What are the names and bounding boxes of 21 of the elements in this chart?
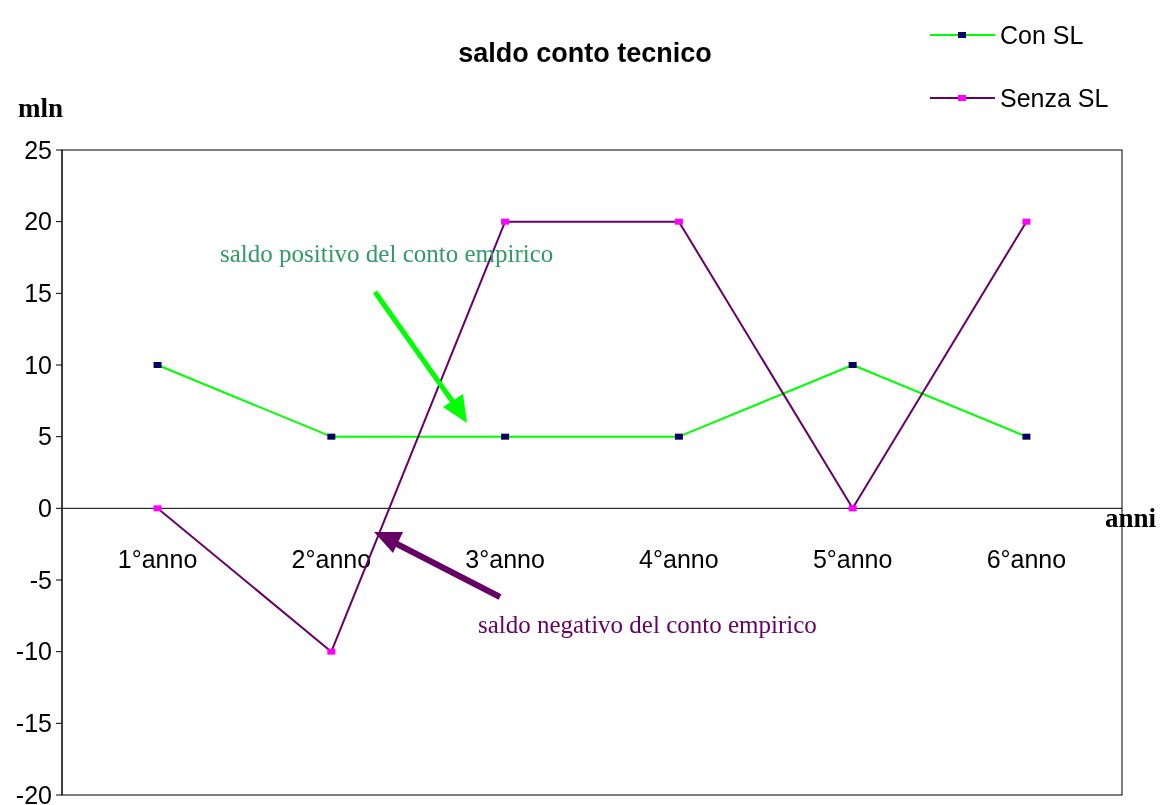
y-tick-label: -15: [15, 709, 52, 738]
x-tick-label: 4°anno: [639, 545, 719, 574]
y-tick-label: -10: [15, 637, 52, 666]
x-tick-label: 5°anno: [812, 545, 893, 574]
y-axis-title: mln: [18, 93, 64, 123]
x-tick-label: 1°anno: [117, 545, 198, 574]
y-tick-label: 25: [24, 135, 52, 164]
chart-title: saldo conto tecnico: [458, 38, 712, 68]
legend-label: Senza SL: [1000, 83, 1109, 112]
x-axis-title: anni: [1105, 503, 1157, 533]
y-tick-label: -20: [15, 780, 52, 805]
y-tick-label: -5: [29, 565, 52, 594]
y-tick-label: 20: [24, 207, 52, 236]
y-tick-label: 10: [24, 350, 52, 379]
legend-label: Con SL: [1000, 20, 1084, 49]
y-tick-label: 15: [24, 279, 52, 308]
y-tick-label: 5: [38, 422, 52, 451]
x-tick-label: 6°anno: [986, 545, 1067, 574]
y-tick-label: 0: [38, 494, 52, 523]
annotation: saldo negativo del conto empirico: [478, 611, 817, 638]
x-tick-label: 3°anno: [465, 545, 545, 574]
